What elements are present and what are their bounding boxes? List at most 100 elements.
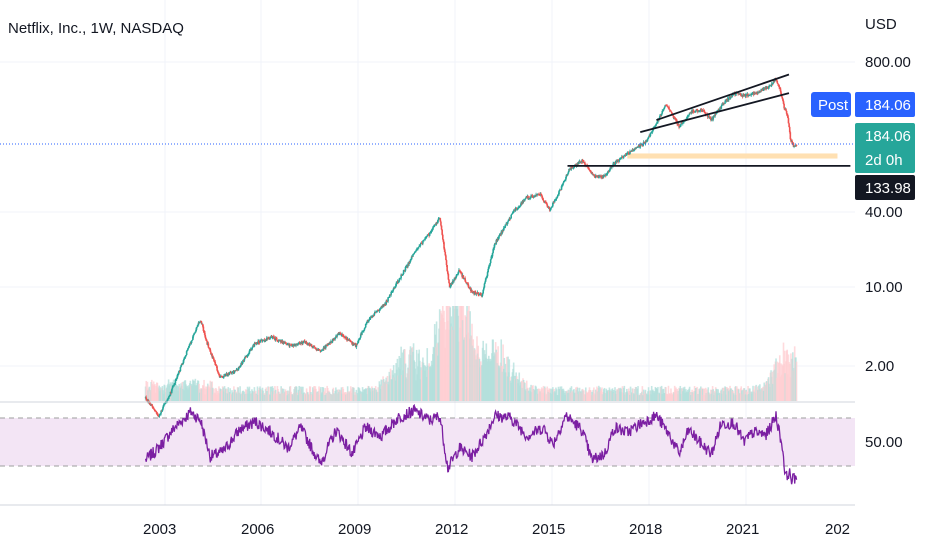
candle-body (594, 175, 597, 178)
candle-body (612, 163, 614, 167)
candle-body (643, 141, 646, 143)
volume-bar (647, 387, 650, 401)
candle-body (205, 339, 208, 341)
candle-body (517, 208, 519, 210)
candle-body (600, 175, 603, 178)
candle-body (448, 279, 450, 283)
candle-body (251, 347, 253, 350)
candle-body (617, 159, 619, 161)
candle-body (670, 111, 673, 114)
candle-body (772, 82, 774, 85)
post-market-tag: Post 184.06 (811, 92, 915, 117)
candle-body (788, 123, 790, 128)
candle-body (176, 375, 179, 379)
candle-body (430, 231, 432, 233)
candle-body (364, 323, 367, 328)
last-price-value: 184.06 (865, 128, 911, 145)
candle-body (325, 345, 327, 348)
time-axis[interactable]: 2003 2006 2009 2012 2015 2018 2021 202 (143, 521, 850, 538)
candle-body (479, 293, 482, 295)
candle-body (364, 327, 366, 329)
candle-body (159, 413, 162, 415)
candle-body (433, 224, 436, 227)
candle-body (632, 150, 635, 152)
candle-body (694, 111, 697, 113)
candle-body (695, 110, 697, 112)
candle-body (665, 104, 668, 106)
volume-bar (712, 389, 715, 401)
candle-body (226, 374, 229, 376)
candle-body (181, 363, 184, 365)
post-value: 184.06 (865, 97, 911, 114)
candle-body (618, 159, 621, 162)
candle-body (456, 274, 459, 275)
candle-body (416, 249, 419, 251)
candle-body (790, 139, 792, 142)
candle-body (696, 109, 698, 111)
candle-body (744, 94, 747, 97)
candle-body (395, 283, 398, 284)
volume-bar (724, 387, 727, 401)
candle-body (524, 198, 527, 200)
candle-body (593, 174, 595, 175)
candle-body (527, 196, 529, 199)
candle-body (208, 347, 210, 349)
candle-body (734, 93, 737, 95)
candle-body (274, 338, 277, 340)
candle-body (192, 334, 195, 337)
candle-body (785, 108, 787, 111)
candle-body (523, 200, 526, 202)
support-zone-rect (627, 153, 838, 159)
candle-body (488, 265, 491, 267)
price-axis[interactable]: USD 800.00 40.00 10.00 2.00 50.00 Post 1… (811, 16, 915, 451)
candle-body (200, 320, 202, 322)
candle-body (195, 329, 197, 332)
candle-body (402, 273, 404, 275)
trendlines[interactable] (567, 73, 851, 167)
volume-bar (623, 385, 626, 401)
candle-body (326, 344, 329, 346)
candle-body (387, 297, 390, 298)
candle-body (536, 194, 539, 196)
rsi-tick-50: 50.00 (865, 434, 903, 451)
x-tick-2012: 2012 (435, 521, 468, 538)
candle-body (320, 350, 323, 352)
candle-body (639, 146, 641, 148)
candle-body (666, 105, 669, 107)
candle-body (437, 220, 439, 224)
candle-body (174, 383, 176, 385)
candle-body (768, 85, 770, 88)
candle-body (285, 343, 288, 345)
candle-body (516, 209, 519, 210)
candle-body (203, 331, 206, 335)
candle-body (246, 355, 249, 357)
candle-body (210, 351, 212, 355)
candle-body (464, 278, 466, 282)
candle-body (644, 141, 647, 144)
candle-body (170, 389, 173, 394)
x-tick-2006: 2006 (241, 521, 274, 538)
candle-body (185, 351, 188, 356)
support-price-tag: 133.98 (855, 175, 915, 200)
candle-body (561, 185, 563, 187)
candle-body (563, 180, 566, 182)
candle-body (363, 328, 366, 331)
candle-body (369, 317, 372, 319)
candle-body (780, 91, 782, 95)
candle-body (162, 404, 165, 407)
candle-body (555, 198, 557, 200)
candle-body (340, 333, 342, 336)
candle-body (464, 281, 467, 283)
candle-body (622, 155, 625, 158)
candle-body (581, 159, 584, 162)
candle-body (460, 272, 463, 274)
candle-body (572, 167, 575, 169)
candle-body (588, 169, 591, 171)
candle-body (660, 113, 663, 116)
candle-body (167, 397, 170, 399)
candle-body (795, 144, 798, 146)
candle-body (430, 230, 433, 232)
candle-body (378, 310, 381, 312)
candle-body (338, 333, 340, 335)
